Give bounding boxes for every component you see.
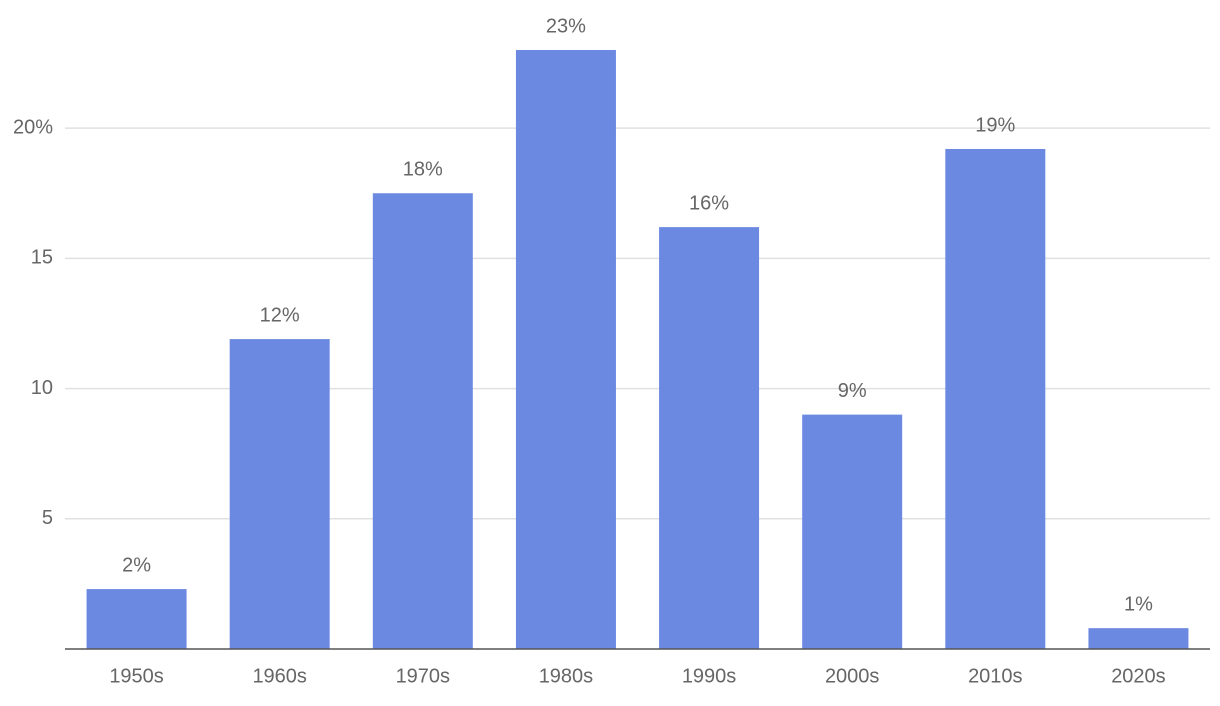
data-label: 2% (122, 554, 151, 576)
data-label: 18% (403, 159, 443, 181)
bar (1088, 628, 1189, 649)
bar (802, 414, 903, 649)
bar (945, 148, 1046, 649)
x-tick-label: 1970s (396, 665, 451, 687)
y-tick-label: 10 (31, 377, 53, 399)
x-tick-label: 1950s (109, 665, 164, 687)
x-tick-label: 1990s (682, 665, 737, 687)
y-tick-label: 5 (42, 507, 53, 529)
data-label: 12% (260, 304, 300, 326)
bar (659, 227, 760, 649)
bar (515, 50, 616, 649)
y-tick-label: 15 (31, 247, 53, 269)
data-label: 9% (838, 380, 867, 402)
x-tick-label: 2000s (825, 665, 880, 687)
x-tick-label: 2020s (1111, 665, 1166, 687)
data-label: 23% (546, 15, 586, 37)
bar (86, 589, 187, 649)
bar (372, 193, 473, 650)
data-label: 1% (1124, 593, 1153, 615)
y-tick-label: 20% (13, 116, 53, 138)
bar (229, 339, 330, 649)
x-tick-label: 1960s (252, 665, 307, 687)
data-label: 16% (689, 192, 729, 214)
data-label: 19% (975, 114, 1015, 136)
x-tick-label: 1980s (539, 665, 594, 687)
x-tick-label: 2010s (968, 665, 1023, 687)
